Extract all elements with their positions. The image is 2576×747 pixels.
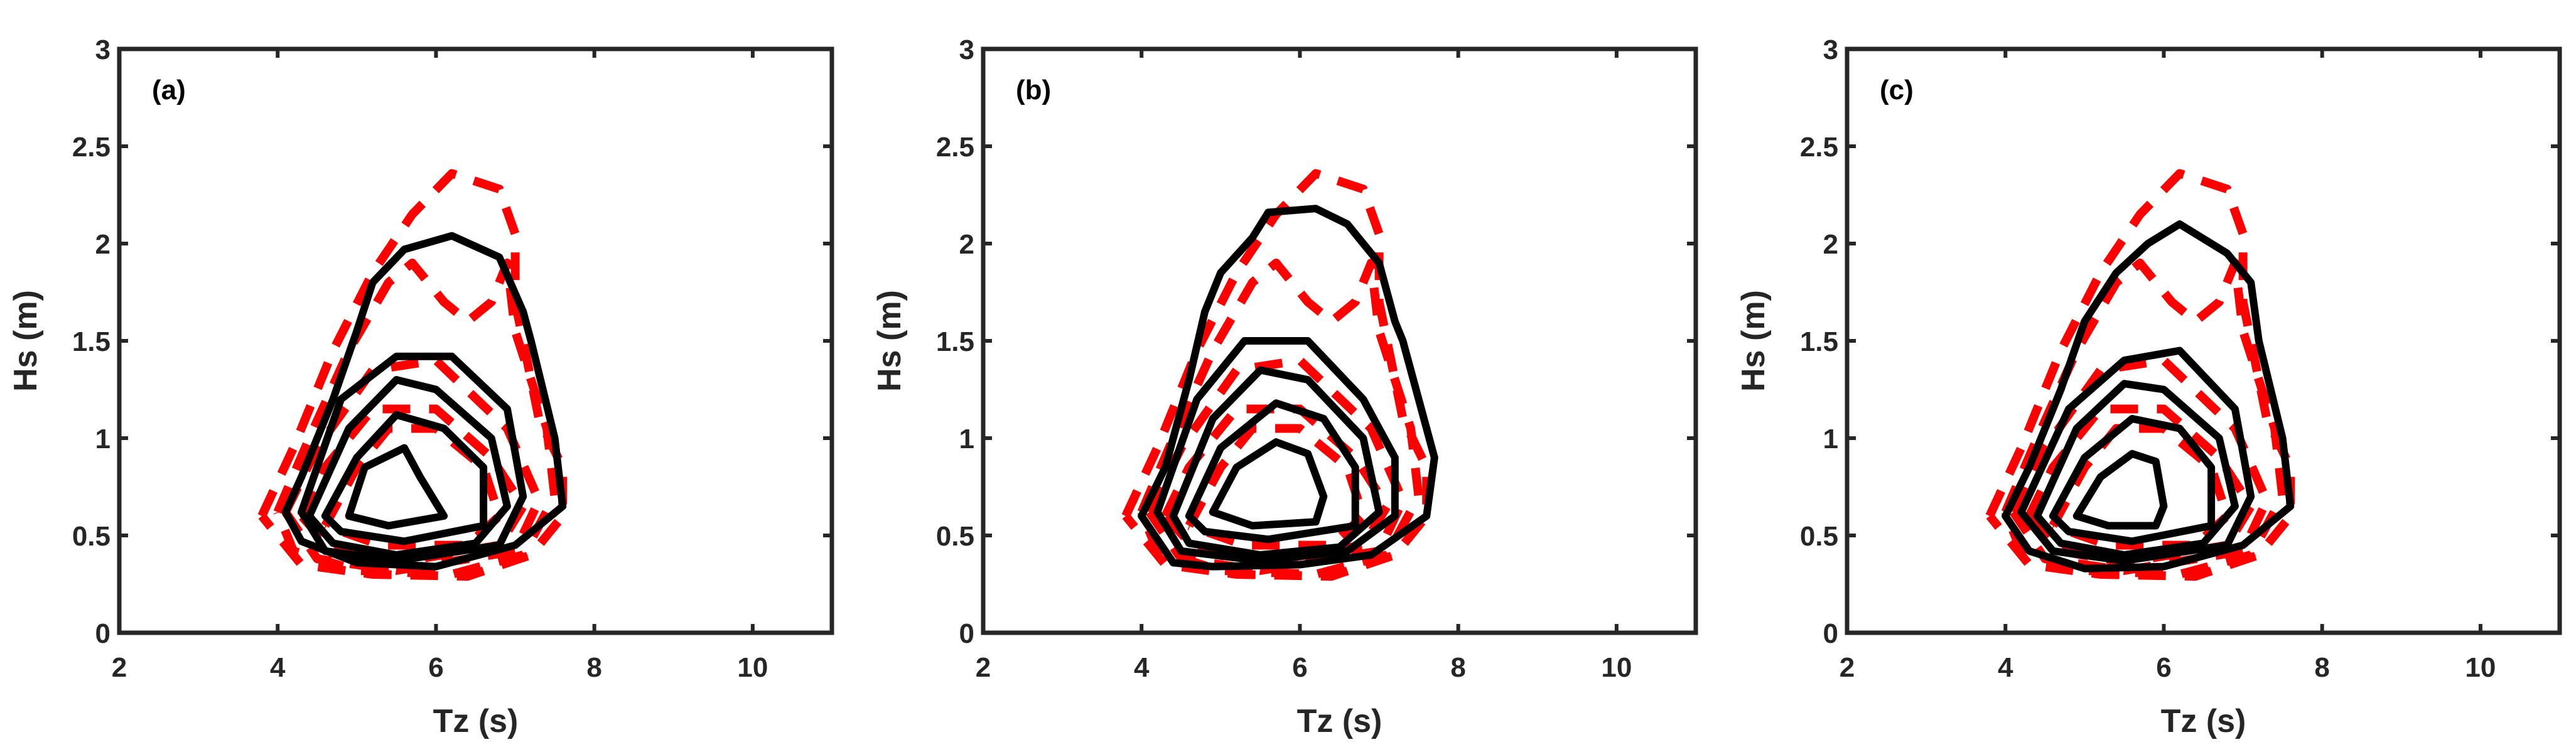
y-tick-label: 0: [1823, 618, 1838, 649]
solid-contour-line: [1185, 399, 1359, 544]
y-tick-label: 0.5: [1800, 521, 1838, 552]
x-tick-label: 2: [1840, 652, 1855, 683]
y-tick-label: 0.5: [936, 521, 974, 552]
x-tick-label: 6: [2156, 652, 2171, 683]
x-tick-label: 6: [428, 652, 443, 683]
dashed-contour-line: [321, 424, 504, 550]
dashed-contour-line: [1985, 169, 2295, 581]
x-tick-label: 2: [112, 652, 127, 683]
panel-label: (b): [1016, 75, 1051, 105]
y-axis-label: Hs (m): [8, 290, 44, 392]
panel-label: (c): [1880, 75, 1914, 105]
y-axis-label: Hs (m): [871, 290, 908, 392]
y-tick-label: 3: [1823, 35, 1838, 65]
contour-lines: [257, 169, 568, 581]
y-tick-label: 2: [1823, 229, 1838, 260]
solid-contour-line: [298, 352, 527, 565]
dashed-contour-line: [1185, 424, 1368, 550]
y-tick-label: 1: [1823, 424, 1838, 454]
y-tick-label: 2: [95, 229, 110, 260]
x-tick-label: 10: [737, 652, 768, 683]
x-tick-label: 4: [1134, 652, 1150, 683]
y-tick-label: 2.5: [72, 132, 110, 163]
y-tick-label: 1: [95, 424, 110, 454]
x-tick-label: 6: [1292, 652, 1307, 683]
plot-area: [117, 46, 834, 635]
solid-contour-line: [1153, 337, 1399, 565]
x-axis-label: Tz (s): [2161, 703, 2246, 739]
contour-lines: [1121, 169, 1438, 581]
dashed-contour-line: [1121, 169, 1431, 581]
dashed-contour-line: [297, 404, 528, 567]
y-tick-label: 2: [959, 229, 974, 260]
solid-contour-line: [305, 376, 511, 559]
solid-contour-line: [1169, 366, 1383, 559]
dashed-contour-line: [2025, 404, 2256, 567]
plot-area: [1845, 46, 2562, 635]
x-tick-label: 10: [1601, 652, 1632, 683]
x-tick-label: 10: [2465, 652, 2496, 683]
solid-contour-line: [2033, 380, 2239, 559]
y-tick-label: 2.5: [936, 132, 974, 163]
solid-contour-line: [2002, 220, 2295, 572]
y-tick-label: 0: [959, 618, 974, 649]
plot-area: [981, 46, 1698, 635]
solid-contour-line: [2049, 415, 2216, 545]
panel-b: 2 4 6 8 10 0 0.5 1 1.5 2 2.5 3 Tz (s) Hs (m) (b): [871, 35, 1698, 739]
y-tick-label: 1.5: [72, 326, 110, 357]
y-tick-label: 3: [959, 35, 974, 65]
panel-c: 2 4 6 8 10 0 0.5 1 1.5 2 2.5 3 Tz (s) Hs (m) (c): [1735, 35, 2562, 739]
y-tick-label: 2.5: [1800, 132, 1838, 163]
y-tick-label: 1.5: [1800, 326, 1838, 357]
x-tick-label: 8: [2314, 652, 2329, 683]
solid-contour-line: [2072, 449, 2168, 530]
x-axis-label: Tz (s): [433, 703, 519, 739]
panel-label: (a): [152, 75, 186, 105]
y-tick-label: 1: [959, 424, 974, 454]
solid-contour-line: [1209, 438, 1328, 530]
solid-contour-line: [281, 232, 567, 571]
solid-contour-line: [2017, 347, 2255, 565]
y-tick-label: 1.5: [936, 326, 974, 357]
x-tick-label: 4: [1998, 652, 2013, 683]
x-tick-label: 4: [270, 652, 286, 683]
x-tick-label: 2: [976, 652, 991, 683]
panel-a: 2 4 6 8 10 0 0.5 1 1.5 2 2.5 3 Tz (s) Hs (m) (a): [8, 35, 834, 739]
y-tick-label: 0.5: [72, 521, 110, 552]
contour-lines: [1985, 169, 2295, 581]
y-tick-label: 0: [95, 618, 110, 649]
x-tick-label: 8: [1450, 652, 1465, 683]
x-axis-label: Tz (s): [1297, 703, 1382, 739]
y-tick-label: 3: [95, 35, 110, 65]
solid-contour-line: [345, 444, 448, 530]
y-axis-label: Hs (m): [1735, 290, 1772, 392]
solid-contour-line: [321, 411, 488, 545]
solid-contour-line: [1138, 205, 1438, 571]
dashed-contour-line: [2049, 424, 2232, 550]
x-tick-label: 8: [586, 652, 601, 683]
